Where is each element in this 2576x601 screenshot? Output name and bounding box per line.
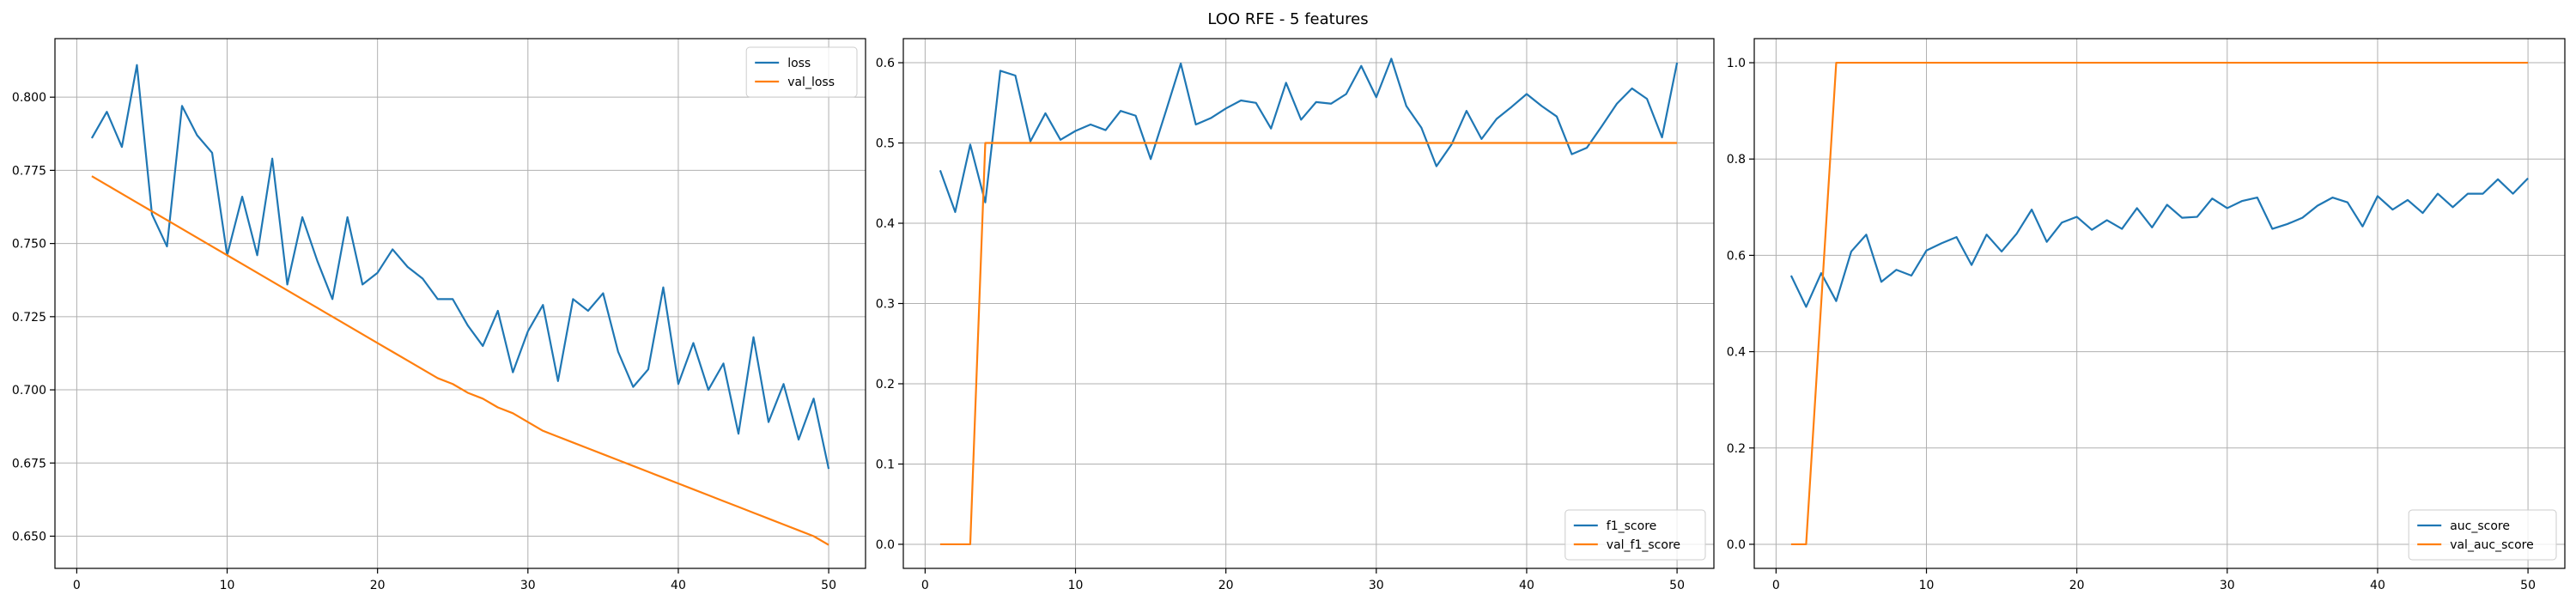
legend: f1_score val_f1_score [1564, 509, 1706, 561]
series-line-val_loss [91, 175, 829, 546]
x-tick-label: 20 [2069, 579, 2085, 592]
legend-label: f1_score [1607, 519, 1656, 533]
y-tick-label: 0.8 [1727, 153, 1746, 167]
x-tick-label: 0 [73, 579, 81, 592]
legend-label: auc_score [2450, 519, 2510, 533]
axes-frame [54, 38, 866, 569]
y-tick-label: 0.2 [876, 378, 895, 392]
y-tick-label: 1.0 [1727, 57, 1746, 70]
y-tick-label: 0.3 [876, 298, 895, 312]
series-line-f1_score [939, 58, 1679, 214]
subplot-3: 0 10 20 30 40 50 0.0 0.2 0.4 0.6 0.8 1.0 auc_scoreva… [1727, 38, 2566, 592]
x-tick-label: 10 [220, 579, 235, 592]
legend-label: loss [787, 57, 811, 70]
x-tick-label: 0 [1772, 579, 1780, 592]
x-tick-label: 40 [1519, 579, 1534, 592]
series-line-loss [90, 64, 830, 470]
y-tick-label: 0.6 [876, 57, 895, 70]
legend: loss val_loss [745, 46, 858, 98]
x-tick-label: 50 [821, 579, 836, 592]
x-tick-label: 30 [1369, 579, 1384, 592]
legend-box [745, 46, 858, 98]
y-tick-label: 0.4 [876, 217, 895, 231]
axes-frame [1753, 38, 2566, 569]
subplots: 0 10 20 30 40 500.6500.6750.7000.7250.7500.77… [12, 38, 2566, 592]
x-tick-label: 20 [1218, 579, 1234, 592]
x-tick-label: 0 [921, 579, 929, 592]
gridlines [55, 39, 866, 568]
y-tick-label: 0.775 [12, 164, 46, 178]
y-tick-label: 0.5 [876, 137, 895, 151]
x-tick-label: 30 [520, 579, 536, 592]
legend-box [1564, 509, 1706, 561]
x-tick-label: 40 [671, 579, 686, 592]
legend-label: val_f1_score [1607, 538, 1680, 552]
legend: auc_score val_auc_score [2408, 509, 2557, 561]
y-tick-label: 0.750 [12, 238, 46, 252]
y-tick-label: 0.6 [1727, 249, 1746, 263]
subplot-2: 0 10 20 30 40 50 0.0 0.1 0.2 0.3 0.4 0.5 0.6 f1_score… [876, 38, 1715, 592]
series-line-auc_score [1789, 177, 2529, 308]
legend-label: val_loss [787, 76, 835, 89]
x-tick-label: 50 [2520, 579, 2536, 592]
x-tick-label: 30 [2220, 579, 2235, 592]
y-tick-label: 0.0 [876, 538, 895, 552]
x-tick-label: 20 [370, 579, 386, 592]
subplot-1: 0 10 20 30 40 50 0.650 0.675 0.700 0.725 0.750 0.77… [12, 38, 866, 592]
figure-title: LOO RFE - 5 features [1207, 10, 1368, 28]
x-tick-label: 10 [1919, 579, 1935, 592]
y-tick-label: 0.1 [876, 458, 895, 471]
y-tick-label: 0.700 [12, 384, 46, 398]
x-tick-label: 10 [1068, 579, 1084, 592]
x-tick-label: 40 [2370, 579, 2385, 592]
y-tick-label: 0.0 [1727, 538, 1746, 552]
y-tick-label: 0.725 [12, 311, 46, 325]
y-tick-label: 0.2 [1727, 442, 1746, 456]
y-tick-label: 0.675 [12, 457, 46, 470]
legend-box [2408, 509, 2557, 561]
y-tick-label: 0.800 [12, 91, 46, 105]
y-tick-label: 0.4 [1727, 346, 1746, 360]
x-tick-label: 50 [1669, 579, 1685, 592]
gridlines [1754, 39, 2565, 568]
series-line-val_auc_score [1790, 61, 2529, 546]
y-tick-label: 0.650 [12, 531, 46, 544]
legend-label: val_auc_score [2450, 538, 2534, 552]
series-line-val_f1_score [939, 142, 1678, 546]
